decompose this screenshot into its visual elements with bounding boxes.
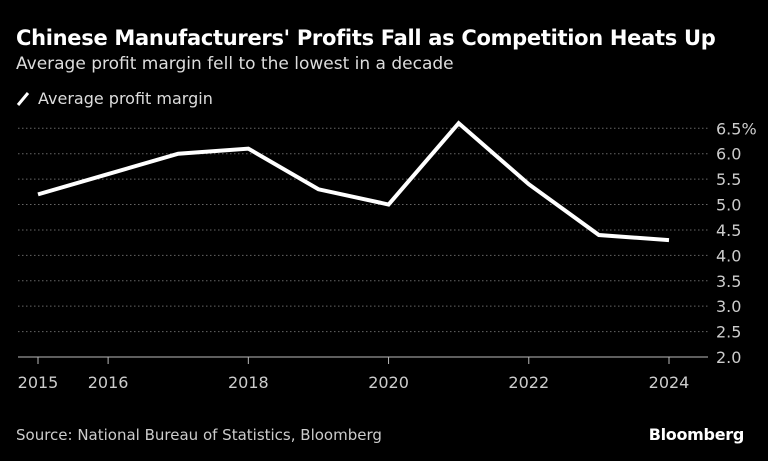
legend: Average profit margin bbox=[16, 89, 213, 108]
y-tick-label: 5.5 bbox=[716, 170, 741, 189]
y-tick-label: 4.0 bbox=[716, 246, 741, 265]
y-tick-label: 2.0 bbox=[716, 348, 741, 367]
bloomberg-logo: Bloomberg bbox=[648, 425, 745, 444]
y-tick-label: 3.0 bbox=[716, 297, 741, 316]
legend-line-icon bbox=[16, 91, 30, 106]
y-tick-label: 5.0 bbox=[716, 196, 741, 215]
x-tick-label: 2022 bbox=[508, 373, 549, 392]
source-note: Source: National Bureau of Statistics, B… bbox=[16, 426, 382, 444]
y-tick-label: 6.5% bbox=[716, 119, 757, 138]
x-tick-label: 2024 bbox=[649, 373, 690, 392]
y-tick-label: 3.5 bbox=[716, 272, 741, 291]
x-tick-label: 2016 bbox=[88, 373, 129, 392]
y-tick-label: 6.0 bbox=[716, 145, 741, 164]
y-tick-label: 2.5 bbox=[716, 323, 741, 342]
series-line bbox=[37, 120, 670, 243]
x-tick-label: 2015 bbox=[18, 373, 59, 392]
x-tick-label: 2018 bbox=[228, 373, 269, 392]
chart-subtitle: Average profit margin fell to the lowest… bbox=[16, 54, 454, 74]
legend-label: Average profit margin bbox=[38, 89, 213, 108]
x-tick-label: 2020 bbox=[368, 373, 409, 392]
chart-title: Chinese Manufacturers' Profits Fall as C… bbox=[16, 26, 716, 50]
y-tick-label: 4.5 bbox=[716, 221, 741, 240]
